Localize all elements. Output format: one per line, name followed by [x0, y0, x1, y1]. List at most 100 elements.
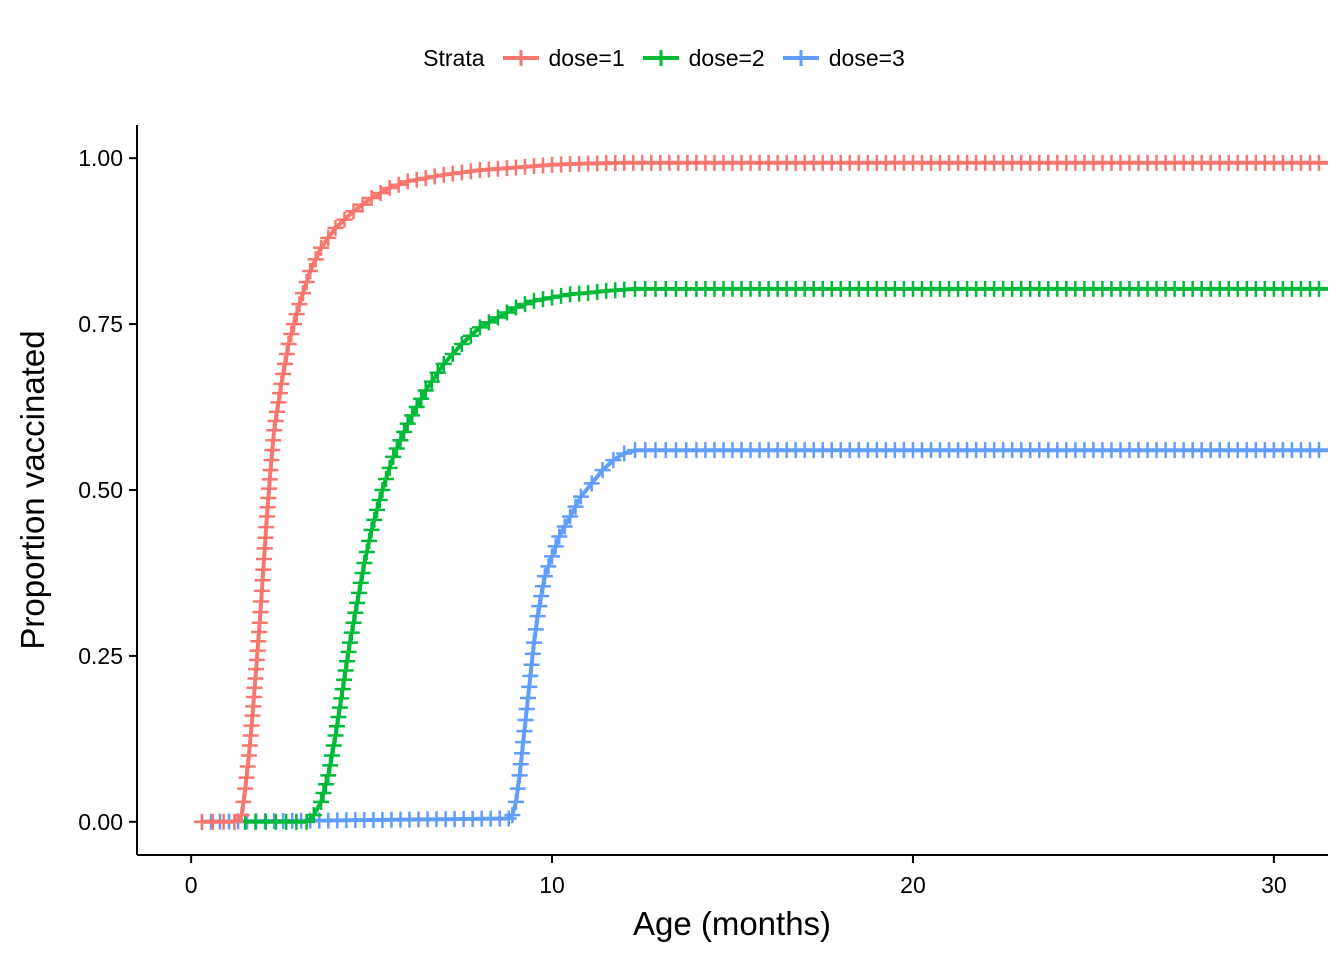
censor-mark-dose=1: [278, 345, 295, 362]
censor-mark-dose=1: [276, 355, 293, 372]
censor-mark-dose=1: [336, 211, 353, 228]
legend-label-dose-1: dose=1: [548, 44, 625, 71]
censor-mark-dose=2: [333, 690, 350, 707]
censor-mark-dose=2: [330, 708, 347, 725]
censor-mark-dose=2: [392, 432, 409, 449]
censor-mark-dose=2: [315, 785, 332, 802]
censor-mark-dose=2: [429, 364, 446, 381]
censor-mark-dose=1: [271, 385, 288, 402]
censor-mark-dose=1: [417, 170, 434, 187]
y-tick-label: 0.00: [78, 809, 123, 835]
censor-mark-dose=1: [372, 185, 389, 202]
legend-key-dose-3: [782, 50, 819, 66]
censor-mark-dose=2: [526, 292, 542, 309]
censor-mark-dose=3: [594, 462, 611, 479]
legend-title: Strata: [423, 44, 485, 71]
censor-mark-dose=2: [363, 521, 380, 538]
y-tick-label: 0.50: [78, 477, 123, 503]
censor-mark-dose=2: [374, 482, 391, 498]
censor-mark-dose=1: [273, 375, 290, 392]
censor-mark-dose=2: [1310, 280, 1327, 297]
censor-mark-dose=2: [352, 574, 369, 591]
censor-mark-dose=1: [327, 219, 344, 236]
censor-mark-dose=1: [270, 394, 287, 411]
censor-mark-dose=2: [453, 336, 470, 352]
censor-mark-dose=2: [544, 289, 561, 306]
censor-mark-dose=2: [354, 564, 371, 581]
censor-mark-dose=1: [283, 326, 300, 343]
censor-mark-dose=3: [583, 475, 600, 492]
censor-mark-dose=2: [385, 448, 402, 465]
censor-mark-dose=1: [381, 180, 398, 197]
censor-mark-dose=3: [544, 548, 561, 565]
censor-mark-dose=2: [408, 399, 425, 416]
censor-mark-dose=1: [307, 251, 324, 268]
censor-mark-dose=1: [291, 296, 308, 313]
censor-mark-dose=1: [295, 285, 312, 302]
censor-mark-dose=2: [417, 382, 434, 399]
censor-mark-dose=3: [556, 518, 573, 535]
censor-mark-dose=2: [336, 671, 353, 688]
censor-mark-dose=1: [269, 403, 286, 420]
censor-mark-dose=2: [489, 309, 506, 326]
censor-mark-dose=2: [480, 314, 497, 331]
censor-mark-dose=1: [320, 229, 337, 246]
censor-mark-dose=2: [323, 747, 340, 764]
censor-mark-dose=2: [444, 345, 461, 362]
censor-mark-dose=3: [509, 780, 526, 797]
censor-mark-dose=1: [275, 365, 292, 382]
censor-mark-dose=1: [280, 336, 297, 352]
censor-mark-dose=2: [339, 653, 356, 670]
censor-mark-dose=3: [531, 598, 548, 615]
x-tick-label: 0: [185, 872, 198, 898]
censor-mark-dose=2: [361, 532, 378, 549]
censor-mark-dose=1: [266, 422, 283, 439]
series-line-dose=2: [245, 286, 1328, 824]
legend: Strata dose=1 dose=2 dose=3: [0, 38, 1344, 78]
plot-area: [193, 154, 1328, 830]
legend-item-dose-1: dose=1: [501, 43, 625, 73]
censor-mark-dose=2: [317, 776, 334, 793]
legend-label-dose-3: dose=3: [828, 44, 905, 71]
x-tick-label: 10: [539, 872, 565, 898]
legend-key-cross: [512, 50, 529, 66]
censor-mark-dose=3: [551, 528, 568, 545]
legend-key-dose-1: [502, 50, 539, 66]
censor-mark-dose=2: [313, 793, 330, 810]
censor-mark-dose=2: [413, 390, 430, 407]
legend-key-dose-2: [642, 50, 679, 66]
censor-mark-dose=2: [343, 624, 360, 641]
censor-mark-dose=2: [396, 423, 413, 440]
censor-mark-dose=3: [536, 568, 553, 585]
censor-mark-dose=3: [526, 634, 542, 651]
censor-mark-dose=2: [371, 491, 388, 508]
censor-mark-dose=1: [354, 196, 371, 213]
censor-mark-dose=3: [567, 498, 584, 515]
censor-mark-dose=3: [529, 608, 546, 625]
censor-mark-dose=3: [1310, 442, 1327, 459]
censor-mark-dose=2: [378, 470, 395, 487]
series-line-dose=1: [202, 160, 1328, 824]
censor-mark-dose=2: [322, 757, 339, 774]
censor-mark-dose=1: [298, 274, 315, 291]
censor-mark-dose=2: [325, 737, 342, 754]
censor-mark-dose=2: [337, 662, 354, 679]
y-tick-label: 0.25: [78, 643, 123, 669]
censor-mark-dose=2: [327, 727, 344, 744]
censor-mark-dose=2: [347, 604, 364, 621]
censor-mark-dose=1: [408, 171, 425, 188]
censor-mark-dose=1: [288, 306, 305, 323]
censor-mark-dose=2: [471, 319, 488, 336]
censor-mark-dose=2: [349, 594, 366, 611]
censor-mark-dose=3: [504, 807, 521, 824]
legend-label-dose-2: dose=2: [688, 44, 765, 71]
censor-mark-dose=2: [331, 699, 348, 716]
censor-mark-dose=1: [426, 168, 443, 185]
legend-item-dose-3: dose=3: [781, 43, 905, 73]
series-line-dose=3: [201, 448, 1328, 824]
censor-mark-dose=2: [435, 355, 452, 372]
censor-mark-dose=3: [535, 578, 552, 595]
censor-mark-dose=3: [500, 810, 517, 827]
censor-mark-dose=2: [305, 807, 322, 824]
